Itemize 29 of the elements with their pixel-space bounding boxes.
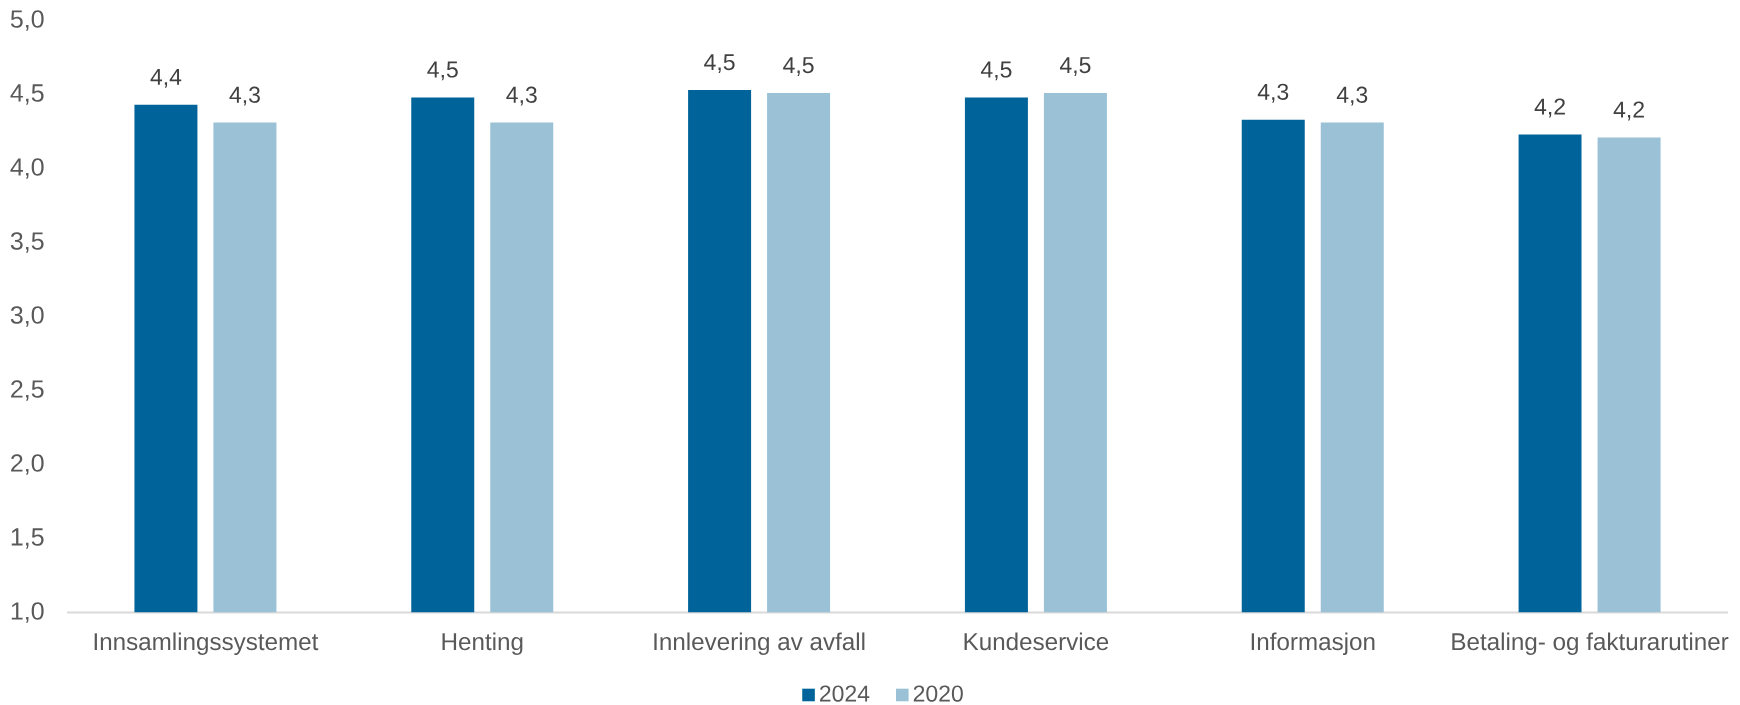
y-tick-label: 5,0 xyxy=(10,10,44,31)
data-label: 4,2 xyxy=(1613,101,1644,121)
data-label: 4,5 xyxy=(783,57,814,76)
x-tick-label: Informasjon xyxy=(1251,632,1375,655)
x-tick-label: Innlevering av avfall xyxy=(654,632,865,655)
x-tick-label: Innsamlingssystemet xyxy=(94,632,319,655)
y-tick-label: 3,0 xyxy=(10,306,44,327)
x-tick-label: Henting xyxy=(442,632,523,655)
data-label: 4,3 xyxy=(506,86,537,106)
y-tick-label: 1,0 xyxy=(11,602,44,623)
y-tick-label: 4,5 xyxy=(10,84,44,105)
legend-label: 2020 xyxy=(913,685,963,702)
y-tick-label: 3,5 xyxy=(10,232,44,253)
y-tick-label: 2,5 xyxy=(11,380,44,401)
data-label: 4,5 xyxy=(427,61,458,81)
data-label: 4,3 xyxy=(1257,83,1289,103)
data-label: 4,4 xyxy=(150,68,182,88)
data-label: 4,5 xyxy=(1059,57,1091,76)
y-tick-label: 4,0 xyxy=(10,158,44,179)
y-tick-label: 2,0 xyxy=(11,454,44,475)
data-label: 4,5 xyxy=(704,54,735,73)
x-tick-label: Kundeservice xyxy=(964,632,1109,651)
legend-label: 2024 xyxy=(820,685,870,702)
data-label: 4,3 xyxy=(229,86,260,106)
x-tick-label: Betaling- og fakturarutiner xyxy=(1452,632,1729,655)
data-label: 4,3 xyxy=(1336,86,1368,106)
data-label: 4,2 xyxy=(1534,98,1565,118)
data-label: 4,5 xyxy=(980,61,1012,81)
y-tick-label: 1,5 xyxy=(11,528,44,549)
